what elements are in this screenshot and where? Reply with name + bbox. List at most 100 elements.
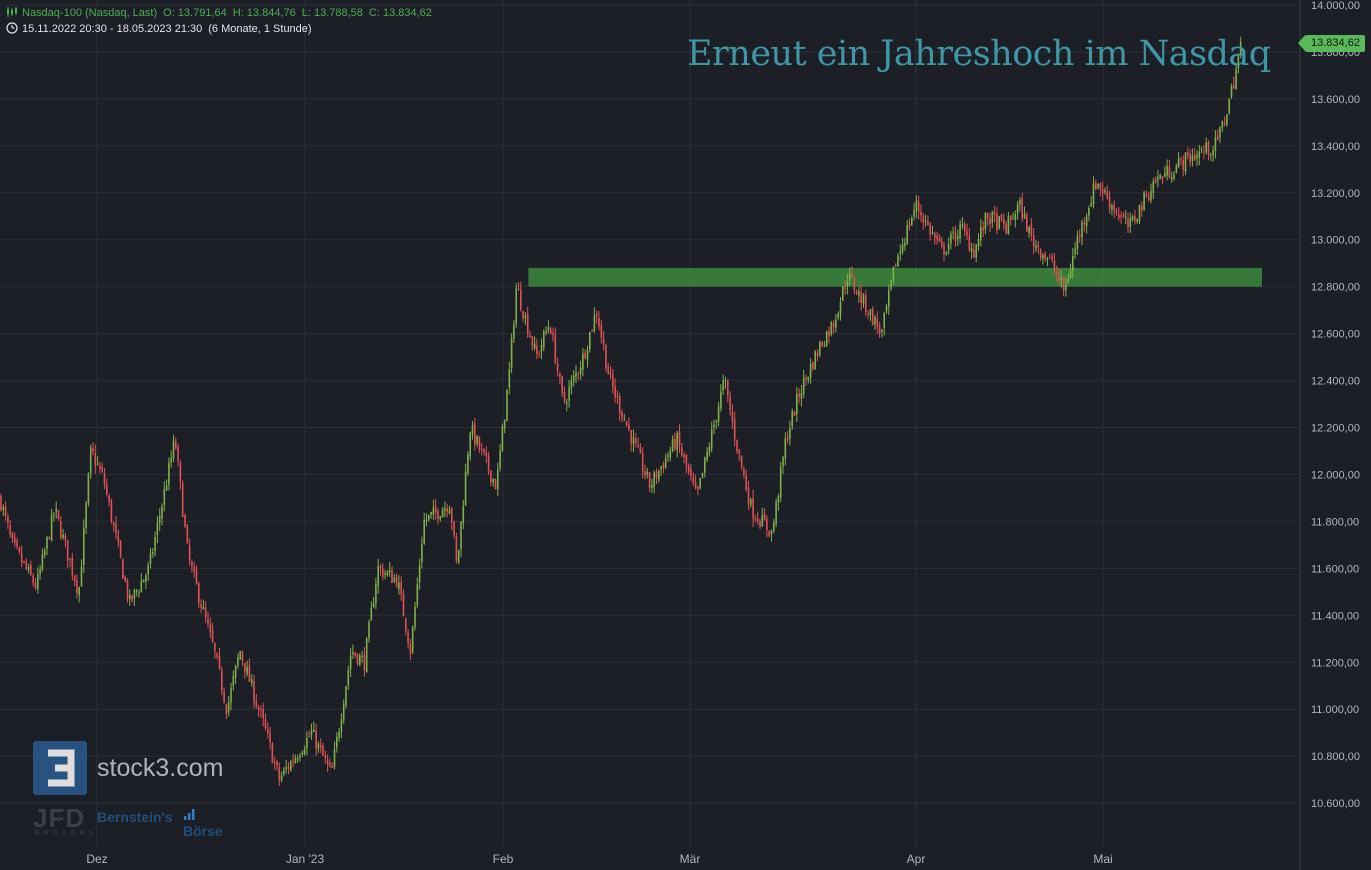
date-range: 15.11.2022 20:30 - 18.05.2023 21:30 bbox=[22, 23, 203, 35]
y-tick-label: 11.400,00 bbox=[1311, 610, 1359, 622]
candle-body bbox=[556, 363, 559, 371]
candle-body bbox=[202, 607, 205, 610]
candle-body bbox=[591, 329, 593, 331]
candle-body bbox=[973, 250, 975, 258]
candle-body bbox=[126, 580, 129, 599]
last-price-label: 13.834,62 bbox=[1298, 35, 1365, 53]
candle-body bbox=[977, 238, 980, 247]
candle-body bbox=[669, 450, 672, 458]
candle-body bbox=[984, 212, 987, 230]
price-axis[interactable]: 10.600,00 10.800,00 11.000,00 11.200,00 11.4… bbox=[1311, 0, 1360, 810]
time-axis[interactable]: Dez Jan '23 Feb Mär Apr Mai bbox=[86, 852, 1112, 866]
candle-body bbox=[844, 287, 846, 289]
candle-body bbox=[103, 473, 106, 485]
candle-body bbox=[287, 766, 290, 769]
candle-body bbox=[89, 447, 92, 474]
candle-body bbox=[462, 505, 465, 524]
candle-body bbox=[1150, 191, 1152, 201]
candle-body bbox=[901, 244, 904, 252]
candle-body bbox=[170, 457, 172, 463]
candle-body bbox=[149, 553, 152, 564]
candle-body bbox=[559, 373, 561, 377]
candle-body bbox=[658, 470, 660, 480]
candle-body bbox=[1159, 174, 1161, 179]
candle-body bbox=[874, 316, 876, 325]
candle-body bbox=[329, 762, 331, 767]
candle-body bbox=[428, 514, 430, 520]
candle-body bbox=[681, 446, 683, 456]
candle-body bbox=[451, 508, 453, 523]
candle-body bbox=[418, 564, 421, 582]
candle-body bbox=[904, 242, 906, 246]
candle-body bbox=[538, 353, 540, 355]
candle-body bbox=[692, 477, 695, 483]
candle-body bbox=[326, 760, 329, 764]
candle-body bbox=[793, 411, 796, 417]
candle-body bbox=[142, 579, 145, 583]
candle-body bbox=[1118, 214, 1120, 218]
candle-body bbox=[106, 484, 108, 494]
candle-body bbox=[508, 369, 511, 388]
candle-body bbox=[1223, 123, 1226, 125]
candle-body bbox=[720, 391, 722, 409]
candle-body bbox=[225, 704, 228, 714]
candle-body bbox=[248, 664, 251, 682]
candle-body bbox=[294, 757, 297, 763]
candle-body bbox=[163, 488, 166, 506]
clock-icon bbox=[6, 22, 18, 34]
candle-body bbox=[370, 607, 373, 621]
candle-body bbox=[821, 341, 823, 347]
candle-body bbox=[0, 495, 2, 511]
candle-body bbox=[1157, 177, 1159, 181]
candle-body bbox=[1108, 197, 1111, 208]
candle-body bbox=[1154, 179, 1157, 183]
candle-body bbox=[812, 362, 814, 370]
candle-body bbox=[738, 449, 741, 454]
candle-body bbox=[954, 233, 957, 241]
candle-body bbox=[897, 255, 899, 267]
candle-body bbox=[635, 438, 637, 444]
candle-body bbox=[750, 499, 752, 505]
candle-body bbox=[943, 244, 945, 255]
candle-body bbox=[871, 308, 874, 326]
candle-body bbox=[892, 266, 895, 281]
close-value: C: 13.834,62 bbox=[368, 7, 432, 19]
candle-body bbox=[533, 343, 536, 349]
candle-body bbox=[278, 766, 281, 780]
candle-body bbox=[416, 584, 419, 605]
candle-body bbox=[809, 363, 812, 378]
candle-body bbox=[858, 290, 860, 296]
candle-body bbox=[474, 423, 476, 445]
candle-body bbox=[1005, 224, 1007, 234]
candle-body bbox=[1058, 275, 1060, 281]
candle-body bbox=[20, 552, 23, 563]
candle-body bbox=[14, 537, 16, 543]
candle-body bbox=[890, 280, 892, 290]
candle-body bbox=[46, 537, 48, 549]
candle-body bbox=[234, 665, 237, 678]
candle-body bbox=[855, 291, 858, 294]
candle-body bbox=[85, 502, 87, 528]
candle-body bbox=[223, 691, 225, 703]
candle-body bbox=[161, 506, 163, 519]
candle-body bbox=[1134, 216, 1136, 221]
candle-body bbox=[1168, 166, 1171, 178]
candle-body bbox=[340, 719, 343, 732]
candle-body bbox=[736, 440, 738, 452]
candle-body bbox=[1037, 244, 1040, 248]
candle-body bbox=[179, 462, 182, 482]
candle-body bbox=[920, 211, 922, 216]
candle-body bbox=[644, 471, 646, 476]
candle-body bbox=[2, 506, 5, 510]
candle-body bbox=[524, 315, 527, 318]
candle-body bbox=[837, 313, 839, 318]
candle-body bbox=[775, 501, 777, 524]
candle-body bbox=[589, 332, 591, 350]
candle-body bbox=[1120, 215, 1122, 217]
candle-body bbox=[209, 624, 212, 632]
candle-body bbox=[1083, 222, 1086, 224]
candle-body bbox=[175, 442, 177, 449]
candle-body bbox=[384, 573, 386, 575]
bar-chart-icon bbox=[184, 809, 195, 820]
